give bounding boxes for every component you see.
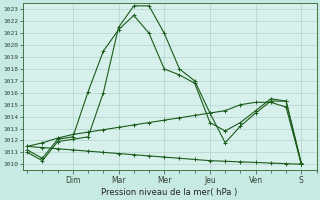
X-axis label: Pression niveau de la mer( hPa ): Pression niveau de la mer( hPa ) [101,188,238,197]
